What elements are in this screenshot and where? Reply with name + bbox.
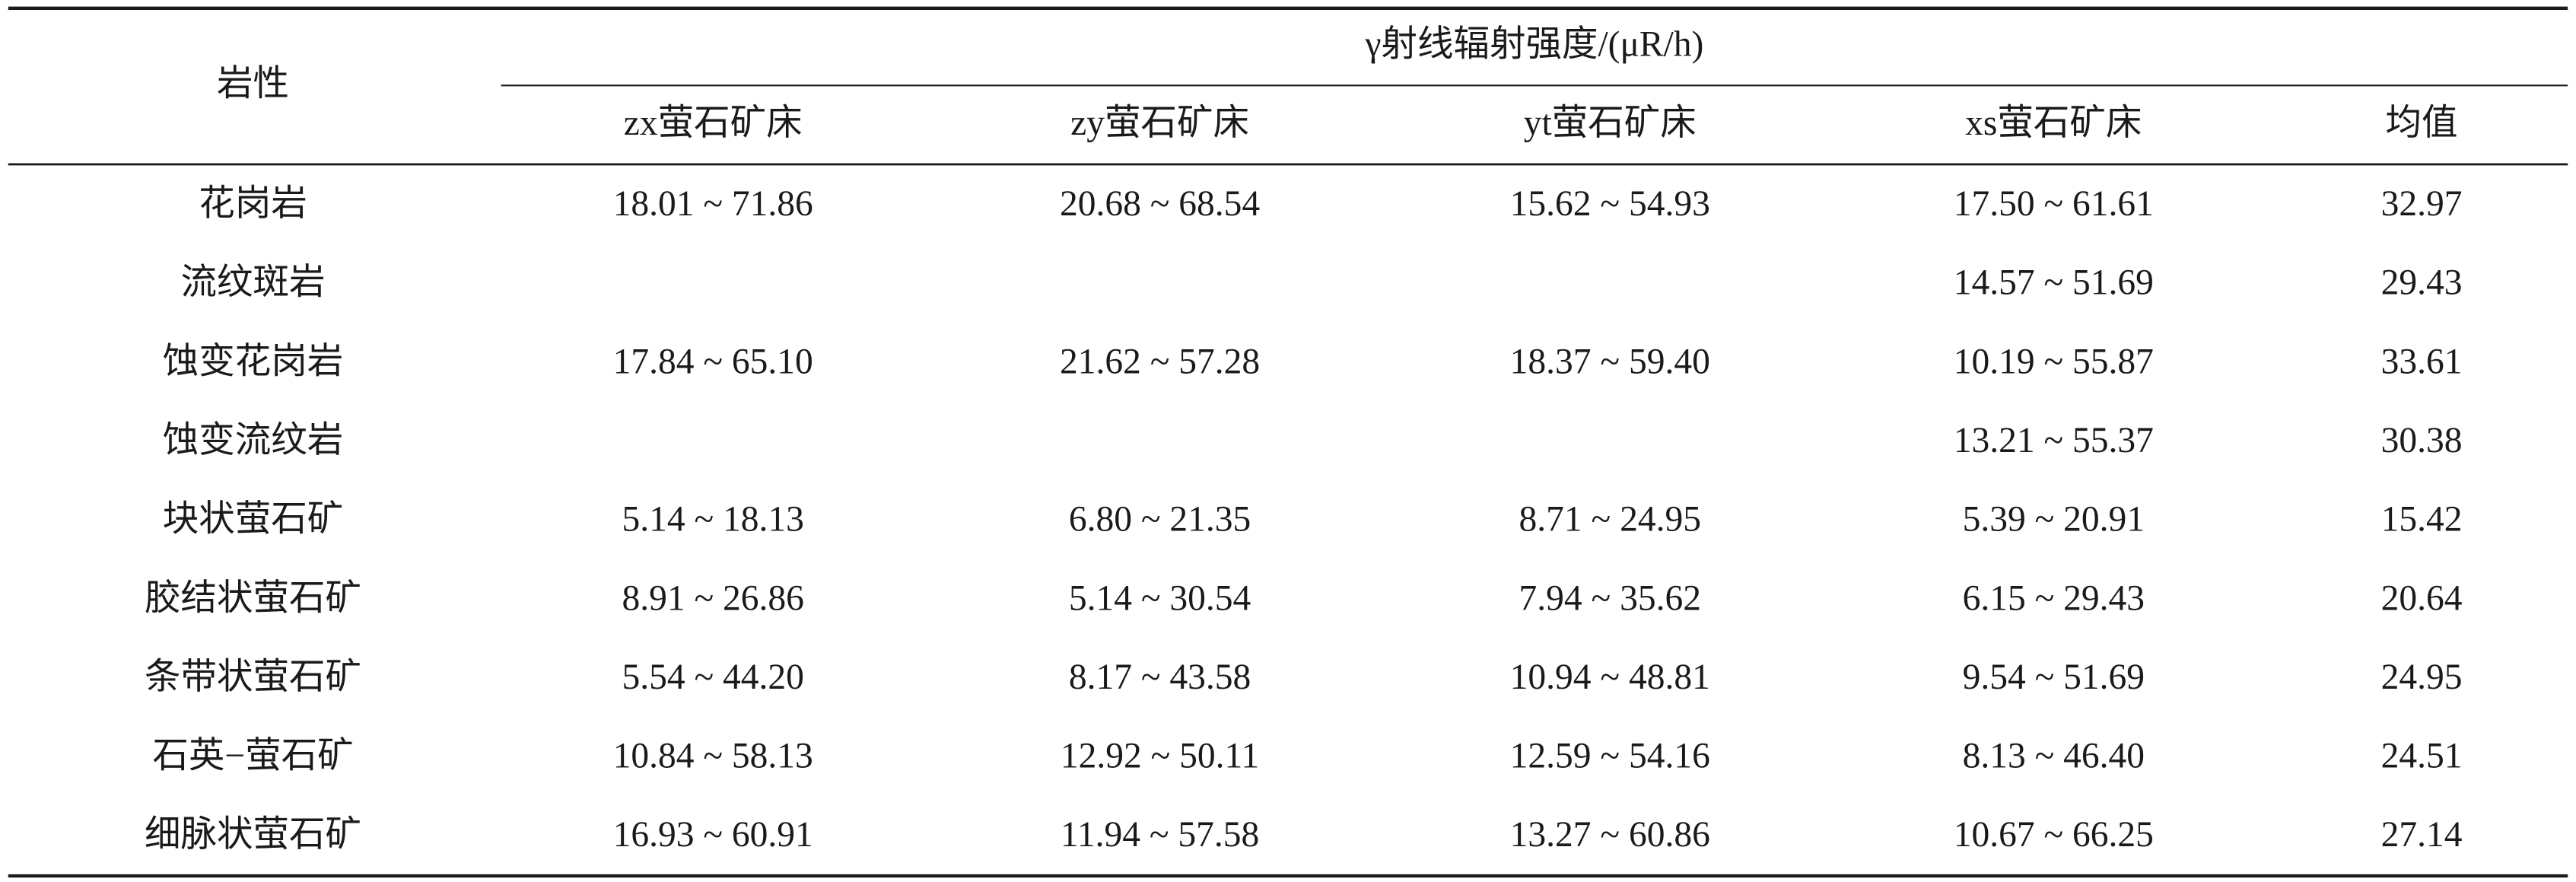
cell: 7.94 ~ 35.62 (1519, 578, 1701, 618)
cell: 8.17 ~ 43.58 (1069, 658, 1251, 697)
cell: 16.93 ~ 60.91 (613, 815, 813, 855)
group-header: γ射线辐射强度/(μR/h) (1364, 25, 1703, 65)
cell: 17.84 ~ 65.10 (613, 342, 813, 381)
cell: 33.61 (2381, 342, 2463, 381)
row-label: 条带状萤石矿 (145, 658, 361, 697)
row-label: 蚀变流纹岩 (163, 421, 344, 460)
cell: 5.14 ~ 18.13 (622, 500, 803, 540)
cell: 17.50 ~ 61.61 (1954, 184, 2154, 224)
cell: 30.38 (2381, 421, 2463, 460)
row-label: 蚀变花岗岩 (163, 342, 344, 381)
cell: 32.97 (2381, 184, 2463, 224)
cell: 10.94 ~ 48.81 (1510, 658, 1710, 697)
cell: 20.64 (2381, 578, 2463, 618)
cell: 8.91 ~ 26.86 (622, 578, 803, 618)
cell: 27.14 (2381, 815, 2463, 855)
cell: 5.39 ~ 20.91 (1963, 500, 2145, 540)
cell: 10.67 ~ 66.25 (1954, 815, 2154, 855)
cell: 12.59 ~ 54.16 (1510, 737, 1710, 776)
cell: 9.54 ~ 51.69 (1963, 658, 2145, 697)
cell: 5.54 ~ 44.20 (622, 658, 803, 697)
row-label: 胶结状萤石矿 (145, 578, 361, 618)
cell: 13.21 ~ 55.37 (1954, 421, 2154, 460)
cell: 10.19 ~ 55.87 (1954, 342, 2154, 381)
cell: 13.27 ~ 60.86 (1510, 815, 1710, 855)
row-label: 块状萤石矿 (163, 500, 344, 540)
row-label: 花岗岩 (199, 184, 307, 224)
cell: 14.57 ~ 51.69 (1954, 263, 2154, 303)
cell: 21.62 ~ 57.28 (1060, 342, 1260, 381)
column-header: zx萤石矿床 (624, 103, 803, 143)
row-label: 流纹斑岩 (181, 263, 326, 303)
cell: 8.13 ~ 46.40 (1963, 737, 2145, 776)
cell: 5.14 ~ 30.54 (1069, 578, 1251, 618)
row-label: 石英−萤石矿 (152, 737, 353, 776)
column-header: 均值 (2386, 103, 2458, 143)
cell: 10.84 ~ 58.13 (613, 737, 813, 776)
column-header: zy萤石矿床 (1070, 103, 1249, 143)
cell: 18.37 ~ 59.40 (1510, 342, 1710, 381)
cell: 29.43 (2381, 263, 2463, 303)
cell: 18.01 ~ 71.86 (613, 184, 813, 224)
cell: 15.62 ~ 54.93 (1510, 184, 1710, 224)
cell: 8.71 ~ 24.95 (1519, 500, 1701, 540)
cell: 12.92 ~ 50.11 (1061, 737, 1259, 776)
cell: 6.80 ~ 21.35 (1069, 500, 1251, 540)
cell: 11.94 ~ 57.58 (1061, 815, 1259, 855)
cell: 20.68 ~ 68.54 (1060, 184, 1260, 224)
cell: 15.42 (2381, 500, 2463, 540)
row-header: 岩性 (217, 64, 289, 103)
cell: 24.95 (2381, 658, 2463, 697)
row-label: 细脉状萤石矿 (145, 815, 361, 855)
cell: 6.15 ~ 29.43 (1963, 578, 2145, 618)
column-header: yt萤石矿床 (1524, 103, 1697, 143)
cell: 24.51 (2381, 737, 2463, 776)
column-header: xs萤石矿床 (1965, 103, 2142, 143)
